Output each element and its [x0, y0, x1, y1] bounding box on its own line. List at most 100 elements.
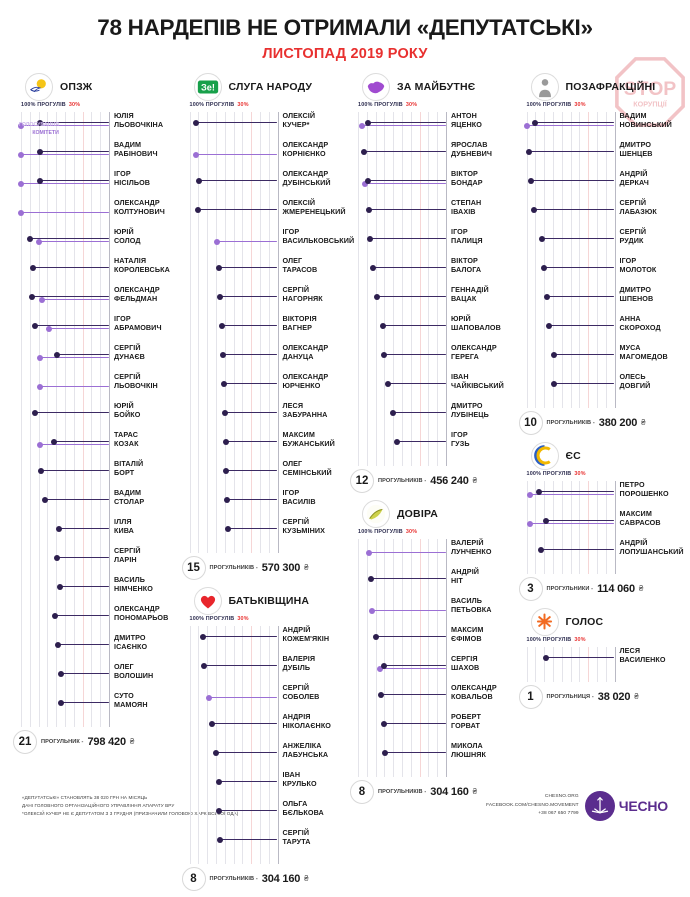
voting-dot[interactable]	[38, 467, 45, 474]
voting-dot[interactable]	[192, 119, 199, 126]
member-row[interactable]: ВАДИМ РАБІНОВИЧ	[18, 140, 158, 170]
voting-dot[interactable]	[32, 409, 39, 416]
member-row[interactable]: НАТАЛІЯ КОРОЛЕВСЬКА	[21, 256, 170, 286]
member-row[interactable]: СТЕПАН ІВАХІВ	[358, 198, 481, 228]
footer-website[interactable]: CHESNO.ORG	[544, 794, 579, 800]
member-row[interactable]: ВІТАЛІЙ БОРТ	[21, 459, 143, 489]
member-row[interactable]: СУТО МАМОЯН	[21, 691, 148, 721]
voting-dot[interactable]	[201, 662, 208, 669]
member-row[interactable]: ІГОР АБРАМОВИЧ	[21, 314, 161, 344]
voting-dot[interactable]	[535, 488, 542, 495]
member-row[interactable]: ВАЛЕРІЙ ЛУНЧЕНКО	[358, 538, 491, 568]
voting-dot[interactable]	[222, 438, 229, 445]
member-row[interactable]: АНДРІЯ НІКОЛАЄНКО	[190, 712, 331, 742]
member-row[interactable]: ПЕТРО ПОРОШЕНКО	[527, 480, 669, 510]
voting-dot[interactable]	[380, 720, 387, 727]
committee-dot[interactable]	[527, 520, 534, 527]
committee-dot[interactable]	[46, 325, 53, 332]
member-row[interactable]: ВАДИМ СТОЛАР	[21, 488, 144, 518]
voting-dot[interactable]	[215, 264, 222, 271]
voting-dot[interactable]	[223, 467, 230, 474]
committee-dot[interactable]	[192, 151, 199, 158]
voting-dot[interactable]	[382, 749, 389, 756]
member-row[interactable]: ВАДИМ НОВИНСЬКИЙ	[524, 111, 672, 141]
member-row[interactable]: ОЛЕКСАНДР ЮРЧЕНКО	[190, 372, 328, 402]
member-row[interactable]: ОЛЕКСАНДР ДАНУЦА	[190, 343, 328, 373]
committee-dot[interactable]	[37, 383, 44, 390]
member-row[interactable]: СЕРГІЙ ЛЬОВОЧКІН	[21, 372, 158, 402]
member-row[interactable]: ДМИТРО ЛУБІНЕЦЬ	[358, 401, 489, 431]
member-row[interactable]: СЕРГІЙ НАГОРНЯК	[190, 285, 323, 315]
voting-dot[interactable]	[51, 438, 58, 445]
committee-dot[interactable]	[524, 122, 531, 129]
member-row[interactable]: ОЛЕКСАНДР КОВАЛЬОВ	[358, 683, 497, 713]
member-row[interactable]: АНДРІЙ НІТ	[358, 567, 479, 597]
voting-dot[interactable]	[55, 525, 62, 532]
member-row[interactable]: СЕРГІЙ РУДИК	[527, 227, 646, 257]
member-row[interactable]: ОЛЕГ СЕМІНСЬКИЙ	[190, 459, 332, 489]
member-row[interactable]: АНТОН ЯЦЕНКО	[358, 111, 482, 141]
committee-dot[interactable]	[18, 209, 24, 216]
member-row[interactable]: ОЛЕГ ВОЛОШИН	[21, 662, 153, 692]
member-row[interactable]: ОЛЕКСІЙ КУЧЕР*	[190, 111, 315, 141]
voting-dot[interactable]	[530, 206, 537, 213]
committee-dot[interactable]	[362, 180, 369, 187]
voting-dot[interactable]	[28, 293, 35, 300]
voting-dot[interactable]	[550, 351, 557, 358]
member-row[interactable]: ОЛЕКСАНДР ДУБІНСЬКИЙ	[190, 169, 331, 199]
footer-facebook[interactable]: FACEBOOK.COM/CHESNO.MOVEMENT	[486, 802, 579, 808]
member-row[interactable]: ІГОР МОЛОТОК	[527, 256, 656, 286]
voting-dot[interactable]	[542, 517, 549, 524]
member-row[interactable]: ІГОР НІСІЛЬОВ	[18, 169, 150, 199]
member-row[interactable]: ГЕННАДІЙ ВАЦАК	[358, 285, 489, 315]
voting-dot[interactable]	[372, 633, 379, 640]
voting-dot[interactable]	[379, 322, 386, 329]
member-row[interactable]: ВІКТОР БАЛОГА	[358, 256, 481, 286]
voting-dot[interactable]	[58, 699, 65, 706]
voting-dot[interactable]	[196, 177, 203, 184]
member-row[interactable]: ОЛЕКСАНДР КОРНІЄНКО	[190, 140, 328, 170]
voting-dot[interactable]	[364, 119, 371, 126]
member-row[interactable]: ІГОР ВАСИЛЬКОВСЬКИЙ	[190, 227, 354, 257]
member-row[interactable]: МАКСИМ БУЖАНСЬКИЙ	[190, 430, 335, 460]
committee-dot[interactable]	[527, 491, 534, 498]
member-row[interactable]: ОЛЕКСАНДР ФЕЛЬДМАН	[21, 285, 160, 315]
party-header-holos[interactable]: ГОЛОС	[517, 607, 680, 637]
voting-dot[interactable]	[224, 496, 231, 503]
member-row[interactable]: СЕРГІЙ ЛАБАЗЮК	[527, 198, 657, 228]
voting-dot[interactable]	[541, 264, 548, 271]
committee-dot[interactable]	[205, 694, 212, 701]
member-row[interactable]: ЯРОСЛАВ ДУБНЕВИЧ	[358, 140, 492, 170]
voting-dot[interactable]	[537, 546, 544, 553]
voting-dot[interactable]	[550, 380, 557, 387]
voting-dot[interactable]	[30, 264, 37, 271]
member-row[interactable]: МУСА МАГОМЕДОВ	[527, 343, 668, 373]
voting-dot[interactable]	[377, 691, 384, 698]
member-row[interactable]: ВАСИЛЬ НІМЧЕНКО	[21, 575, 153, 605]
voting-dot[interactable]	[37, 119, 44, 126]
party-header-za-maibutnie[interactable]: ЗА МАЙБУТНЄ	[348, 72, 511, 102]
party-header-es[interactable]: ЄС	[517, 441, 680, 471]
member-row[interactable]: АНДРІЙ КОЖЕМ'ЯКІН	[190, 625, 329, 655]
member-row[interactable]: ЮРІЙ БОЙКО	[21, 401, 140, 431]
voting-dot[interactable]	[527, 177, 534, 184]
member-row[interactable]: ВІКТОР БОНДАР	[358, 169, 483, 199]
voting-dot[interactable]	[56, 583, 63, 590]
member-row[interactable]: ДМИТРО ІСАЄНКО	[21, 633, 147, 663]
member-row[interactable]: ДМИТРО ШПЕНОВ	[527, 285, 653, 315]
committee-dot[interactable]	[18, 151, 24, 158]
committee-dot[interactable]	[37, 441, 44, 448]
voting-dot[interactable]	[54, 554, 61, 561]
voting-dot[interactable]	[526, 148, 533, 155]
member-row[interactable]: ІГОР ПАЛИЦЯ	[358, 227, 483, 257]
member-row[interactable]: ІЛЛЯ КИВА	[21, 517, 134, 547]
member-row[interactable]: ОЛЕКСАНДР ПОНОМАРЬОВ	[21, 604, 168, 634]
member-row[interactable]: АНДРІЙ ЛОПУШАНСЬКИЙ	[527, 538, 684, 568]
member-row[interactable]: МИКОЛА ЛЮШНЯК	[358, 741, 486, 771]
voting-dot[interactable]	[546, 322, 553, 329]
member-row[interactable]: АННА СКОРОХОД	[527, 314, 661, 344]
member-row[interactable]: СЕРГІЙ ЛАРІН	[21, 546, 141, 576]
party-header-batkivshchyna[interactable]: БАТЬКІВЩИНА	[180, 586, 343, 616]
voting-dot[interactable]	[542, 654, 549, 661]
party-header-dovira[interactable]: ДОВІРА	[348, 499, 511, 529]
